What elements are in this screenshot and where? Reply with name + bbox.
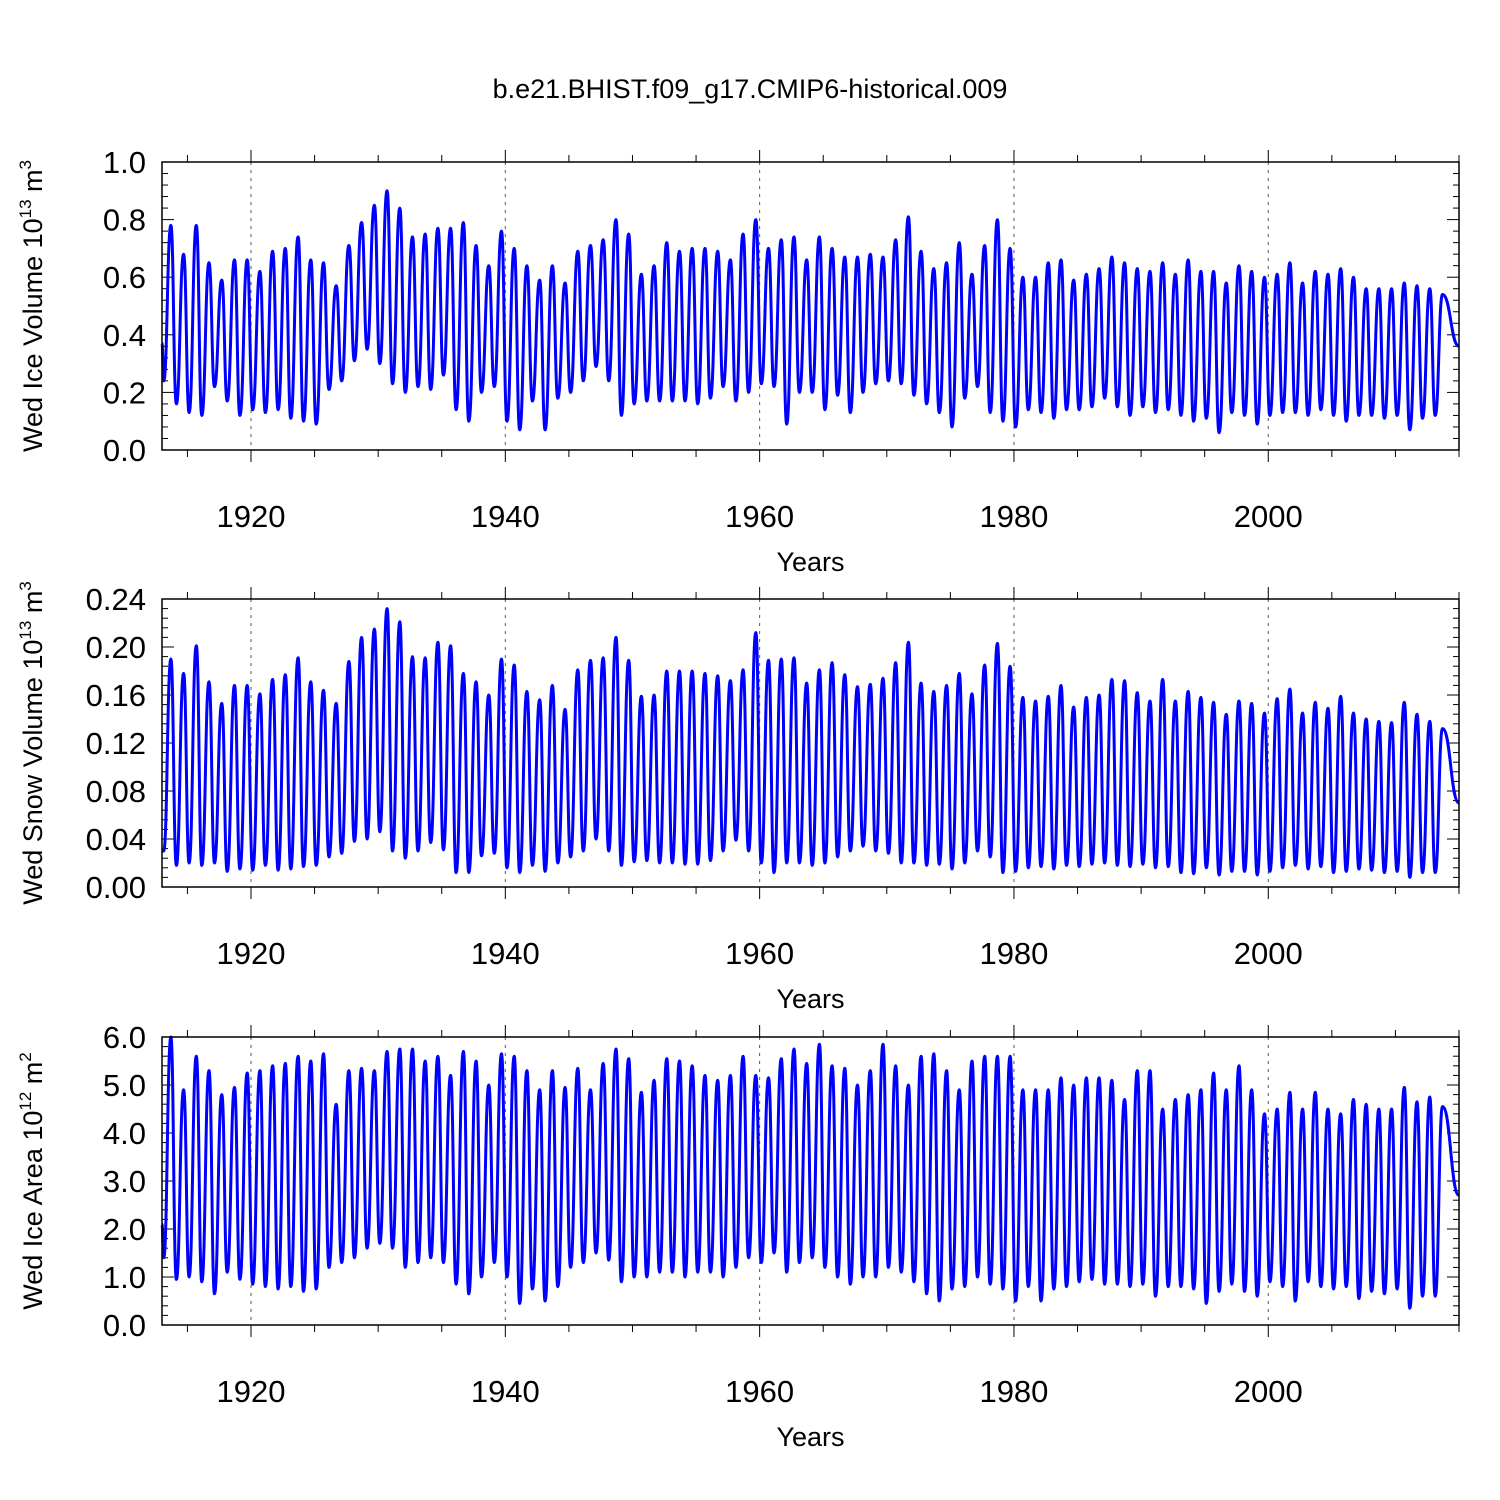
y-tick-label: 0.6 (103, 260, 146, 295)
x-tick-label: 1980 (979, 1374, 1048, 1409)
y-tick-label: 1.0 (103, 145, 146, 180)
x-tick-label: 1980 (979, 936, 1048, 971)
y-tick-label: 0.12 (86, 726, 146, 761)
y-axis-label: Wed Ice Area 1012 m2 (16, 1052, 48, 1310)
series-line (162, 607, 1461, 879)
y-tick-label: 0.04 (86, 822, 146, 857)
plot-frame (161, 598, 1460, 888)
figure-title: b.e21.BHIST.f09_g17.CMIP6-historical.009 (493, 74, 1008, 104)
y-tick-label: 3.0 (103, 1164, 146, 1199)
plot-frame (161, 1036, 1460, 1326)
x-tick-label: 1960 (725, 936, 794, 971)
x-tick-label: 1980 (979, 499, 1048, 534)
x-tick-label: 2000 (1234, 1374, 1303, 1409)
y-axis-label-part: 3 (16, 581, 35, 590)
y-axis-label-part: m (18, 169, 48, 199)
y-tick-label: 2.0 (103, 1212, 146, 1247)
x-axis-label: Years (776, 1422, 844, 1452)
chart-panel-2: 0.00 0.04 0.08 0.12 0.16 0.20 0.24 1920 1940 1960… (16, 581, 1461, 1014)
x-tick-label: 1960 (725, 499, 794, 534)
y-axis-label-part: m (18, 1062, 48, 1092)
y-axis-label-part: 12 (16, 1092, 35, 1111)
y-tick-label: 6.0 (103, 1020, 146, 1055)
x-tick-label: 1940 (471, 1374, 540, 1409)
series-line (160, 189, 1460, 435)
x-tick-label: 2000 (1234, 499, 1303, 534)
y-tick-label: 0.2 (103, 375, 146, 410)
x-axis-label: Years (776, 984, 844, 1014)
chart-panels: 0.0 0.2 0.4 0.6 0.8 1.0 1920 1940 1960 1980 2000 Ye… (16, 145, 1461, 1452)
y-axis-label-part: Wed Ice Area 10 (18, 1111, 48, 1310)
y-tick-label: 1.0 (103, 1260, 146, 1295)
x-tick-label: 1940 (471, 499, 540, 534)
y-axis-label: Wed Snow Volume 1013 m3 (16, 581, 48, 905)
y-tick-label: 4.0 (103, 1116, 146, 1151)
y-axis-label-part: Wed Ice Volume 10 (18, 218, 48, 452)
y-axis-label-part: 3 (16, 160, 35, 169)
y-tick-label: 0.24 (86, 582, 146, 617)
chart-panel-3: 0.0 1.0 2.0 3.0 4.0 5.0 6.0 1920 1940 1960 1980 200… (16, 1020, 1461, 1452)
y-axis-label-part: m (18, 591, 48, 621)
y-tick-label: 0.20 (86, 630, 146, 665)
plot-frame (161, 161, 1460, 451)
y-tick-label: 0.16 (86, 678, 146, 713)
x-tick-label: 1960 (725, 1374, 794, 1409)
y-axis-label-part: 13 (16, 199, 35, 218)
x-tick-label: 1920 (217, 1374, 286, 1409)
y-tick-label: 0.08 (86, 774, 146, 809)
y-tick-label: 5.0 (103, 1068, 146, 1103)
y-axis-label-part: 13 (16, 621, 35, 640)
y-tick-label: 0.0 (103, 433, 146, 468)
x-tick-label: 1920 (217, 499, 286, 534)
y-tick-label: 0.8 (103, 203, 146, 238)
y-axis-label-part: Wed Snow Volume 10 (18, 640, 48, 905)
y-axis-label: Wed Ice Volume 1013 m3 (16, 160, 48, 452)
x-tick-label: 2000 (1234, 936, 1303, 971)
x-tick-label: 1920 (217, 936, 286, 971)
x-axis-label: Years (776, 547, 844, 577)
x-tick-label: 1940 (471, 936, 540, 971)
y-tick-label: 0.4 (103, 318, 146, 353)
chart-panel-1: 0.0 0.2 0.4 0.6 0.8 1.0 1920 1940 1960 1980 2000 Ye… (16, 145, 1460, 577)
series-line (160, 1035, 1461, 1310)
y-axis-label-part: 2 (16, 1052, 35, 1061)
y-tick-label: 0.00 (86, 870, 146, 905)
y-tick-label: 0.0 (103, 1308, 146, 1343)
